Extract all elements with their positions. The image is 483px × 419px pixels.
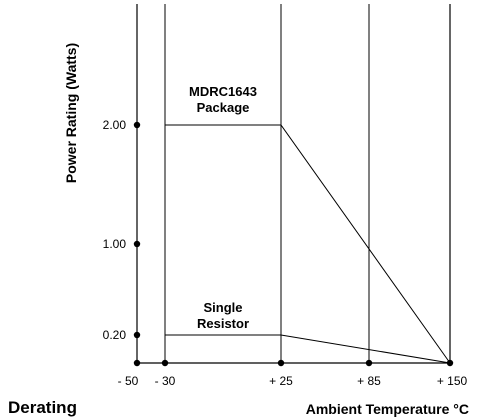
- plot-frame: [136, 4, 451, 364]
- x-axis-dot: [161, 359, 169, 367]
- y-axis-dot: [133, 121, 141, 129]
- series-annotation-single-resistor: Resistor: [197, 316, 249, 331]
- series-line-single-resistor: [165, 334, 451, 364]
- x-axis-label: Ambient Temperature °C: [306, 401, 469, 417]
- x-tick-label: + 85: [357, 374, 381, 388]
- x-axis-dot: [133, 359, 141, 367]
- series-line-mdrc1643-package: [165, 124, 451, 364]
- y-tick-label: 1.00: [103, 237, 127, 251]
- chart-caption: Derating: [8, 398, 77, 417]
- x-axis-dot: [446, 359, 454, 367]
- x-axis-dot: [277, 359, 285, 367]
- vertical-gridlines: [164, 4, 370, 363]
- x-tick-label: - 50: [118, 374, 139, 388]
- x-tick-label: + 25: [269, 374, 293, 388]
- y-tick-label: 2.00: [103, 118, 127, 132]
- series-annotation-single-resistor: Single: [203, 300, 242, 315]
- x-tick-label: - 30: [155, 374, 176, 388]
- axis-dot-markers: [133, 121, 454, 367]
- series-lines: [165, 124, 451, 364]
- series-annotation-mdrc1643-package: MDRC1643: [189, 84, 257, 99]
- y-tick-label: 0.20: [103, 328, 127, 342]
- y-axis-label: Power Rating (Watts): [63, 43, 79, 183]
- series-annotation-mdrc1643-package: Package: [197, 100, 250, 115]
- y-axis-dot: [133, 331, 141, 339]
- y-axis-dot: [133, 240, 141, 248]
- y-tick-labels: 0.20 1.00 2.00: [103, 118, 127, 342]
- x-axis-dot: [365, 359, 373, 367]
- x-tick-label: + 150: [437, 374, 468, 388]
- x-tick-labels: - 50 - 30 + 25 + 85 + 150: [118, 374, 468, 388]
